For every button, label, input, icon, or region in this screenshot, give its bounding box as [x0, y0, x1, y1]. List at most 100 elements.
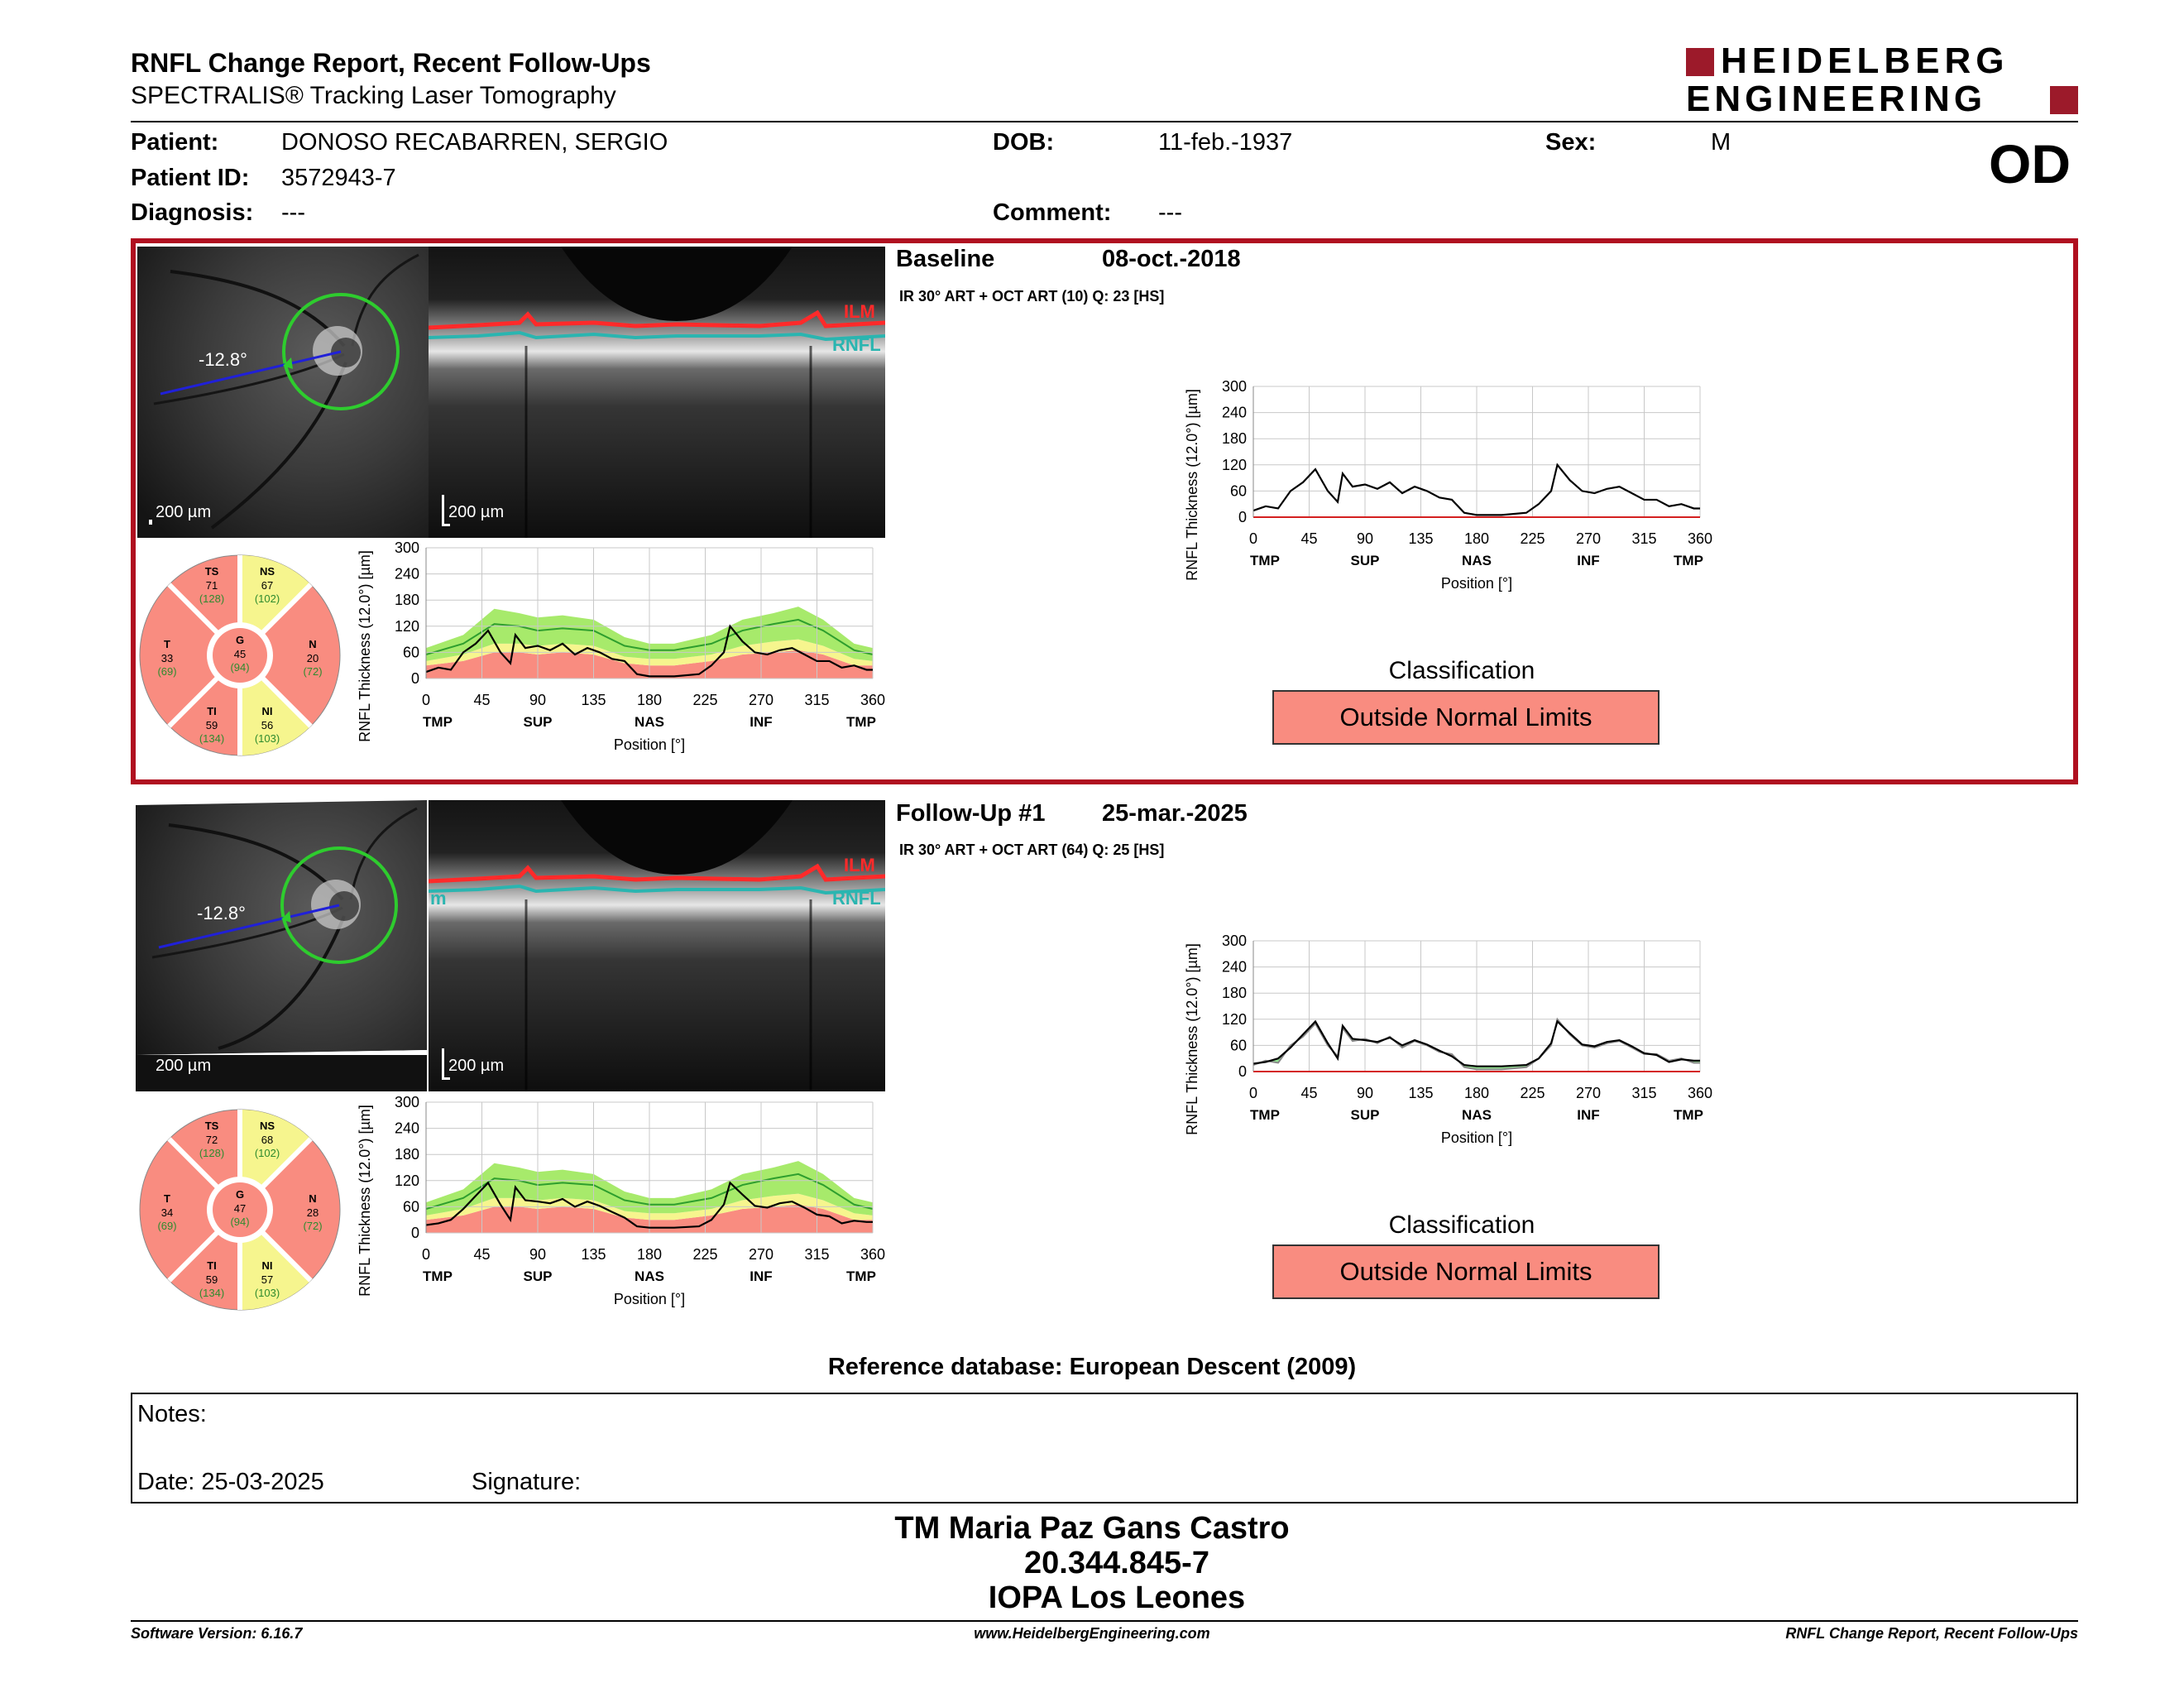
x-tick-label: 135 — [581, 1246, 606, 1263]
baseline-oct-scale: 200 µm — [448, 503, 505, 521]
followup-angle-label: -12.8° — [197, 903, 246, 923]
baseline-panel — [131, 238, 2078, 784]
software-version: Software Version: 6.16.7 — [131, 1625, 303, 1642]
report-subtitle: SPECTRALIS® Tracking Laser Tomography — [131, 82, 616, 109]
sector-t-value: 34 — [161, 1206, 173, 1219]
sector-ti-ref: (134) — [199, 1287, 224, 1299]
logo-line2: ENGINEERING — [1686, 79, 1987, 119]
x-axis-label: Position [°] — [614, 1291, 685, 1307]
followup-classification-badge: Outside Normal Limits — [1272, 1244, 1660, 1299]
x-tick-label: 225 — [692, 692, 717, 708]
followup-fundus-scale: 200 µm — [156, 1057, 212, 1075]
x-region-label: TMP — [1250, 1107, 1280, 1123]
sector-ts-name: TS — [205, 565, 219, 578]
sector-ns-name: NS — [260, 565, 275, 578]
x-region-label: NAS — [635, 1268, 664, 1284]
sector-n-name: N — [309, 638, 316, 650]
dob-label: DOB: — [993, 129, 1055, 156]
x-tick-label: 360 — [1688, 530, 1712, 547]
x-tick-label: 0 — [422, 1246, 430, 1263]
baseline-right-chart: 0 60 120 180 240 300 0 45 90 135 180 225 270 315 360 TM… — [1184, 378, 1712, 592]
x-region-label: INF — [750, 714, 772, 730]
y-tick-label: 180 — [395, 592, 419, 608]
y-tick-label: 60 — [403, 1198, 419, 1215]
notes-box[interactable]: Notes: Date: 25-03-2025 Signature: — [131, 1393, 2078, 1503]
x-region-label: TMP — [423, 714, 453, 730]
measured-thickness-line — [1252, 463, 1700, 516]
x-region-label: TMP — [1674, 553, 1703, 568]
x-region-label: TMP — [1674, 1107, 1703, 1123]
baseline-fundus-scale: 200 µm — [156, 503, 212, 521]
y-tick-label: 300 — [395, 1094, 419, 1110]
x-tick-label: 180 — [637, 692, 662, 708]
sector-n-name: N — [309, 1192, 316, 1205]
baseline-thickness-chart: 0 60 120 180 240 300 0 45 90 135 180 225 270 315 360 TM… — [357, 539, 885, 753]
followup-thickness-chart: 0 60 120 180 240 300 0 45 90 135 180 225 270 315 360 TM… — [357, 1094, 885, 1307]
notes-date: Date: 25-03-2025 — [137, 1469, 324, 1495]
x-region-label: TMP — [846, 714, 876, 730]
x-tick-label: 0 — [1249, 530, 1257, 547]
measured-thickness-line — [425, 624, 873, 678]
y-tick-label: 60 — [1230, 482, 1247, 499]
x-tick-label: 45 — [473, 1246, 490, 1263]
signer-rut: 20.344.845-7 — [1024, 1546, 1209, 1580]
x-region-label: NAS — [1462, 553, 1492, 568]
followup-oct-scale: 200 µm — [448, 1057, 505, 1075]
x-tick-label: 315 — [804, 692, 829, 708]
x-tick-label: 315 — [804, 1246, 829, 1263]
sector-ni-ref: (103) — [255, 732, 280, 745]
x-tick-label: 315 — [1631, 1085, 1656, 1101]
sector-ns-value: 67 — [261, 579, 273, 592]
x-axis-label: Position [°] — [1441, 1129, 1512, 1146]
y-axis-label: RNFL Thickness (12.0°) [µm] — [357, 550, 373, 742]
sector-ni-name: NI — [262, 1259, 273, 1272]
followup-right-chart: 0 60 120 180 240 300 0 45 90 135 180 225 270 315 360 TM… — [1184, 933, 1712, 1146]
y-tick-label: 0 — [411, 1225, 419, 1241]
sector-ts-value: 71 — [206, 579, 218, 592]
sector-n-value: 20 — [307, 652, 318, 664]
baseline-fundus-image: -12.8° 200 µm — [137, 247, 429, 538]
sector-ni-value: 56 — [261, 719, 273, 731]
sector-ns-value: 68 — [261, 1134, 273, 1146]
x-tick-label: 360 — [1688, 1085, 1712, 1101]
followup-sector-diagram: TS 72 (128) NS 68 (102) T 34 (69) G 47 (… — [137, 1107, 342, 1312]
header-divider — [131, 121, 2078, 122]
baseline-oct-scan: ILM RNFL 200 µm — [429, 247, 885, 538]
x-region-label: TMP — [1250, 553, 1280, 568]
report-title: RNFL Change Report, Recent Follow-Ups — [131, 48, 651, 78]
y-tick-label: 240 — [395, 1120, 419, 1137]
sex-label: Sex: — [1545, 129, 1597, 156]
baseline-angle-label: -12.8° — [199, 349, 247, 370]
website-link[interactable]: www.HeidelbergEngineering.com — [974, 1625, 1210, 1642]
sector-ts-value: 72 — [206, 1134, 218, 1146]
baseline-exam-label: Baseline — [896, 246, 995, 272]
followup-oct-scan: ILM RNFL m 200 µm — [429, 800, 885, 1091]
sector-ns-ref: (102) — [255, 1147, 280, 1159]
sector-ti-ref: (134) — [199, 732, 224, 745]
followup-classification-title: Classification — [1388, 1211, 1535, 1239]
patient-name: DONOSO RECABARREN, SERGIO — [281, 129, 668, 156]
footer-report-name: RNFL Change Report, Recent Follow-Ups — [1785, 1625, 2078, 1642]
y-axis-label: RNFL Thickness (12.0°) [µm] — [357, 1105, 373, 1297]
dob-value: 11-feb.-1937 — [1158, 129, 1293, 156]
x-region-label: INF — [750, 1268, 772, 1284]
sector-ts-ref: (128) — [199, 592, 224, 605]
patient-id: 3572943-7 — [281, 165, 396, 191]
sector-t-ref: (69) — [157, 665, 176, 678]
diagnosis-value: --- — [281, 199, 305, 226]
sector-g-name: G — [236, 634, 244, 646]
y-tick-label: 60 — [1230, 1037, 1247, 1053]
x-region-label: SUP — [524, 714, 553, 730]
y-tick-label: 120 — [1222, 457, 1247, 473]
x-region-label: SUP — [1351, 1107, 1380, 1123]
sector-ti-value: 59 — [206, 719, 218, 731]
sector-ni-value: 57 — [261, 1273, 273, 1286]
measured-thickness-line — [1252, 1019, 1700, 1067]
x-region-label: SUP — [524, 1268, 553, 1284]
followup-rnfl-fragment: m — [430, 888, 447, 909]
y-tick-label: 0 — [1238, 1063, 1247, 1080]
followup-fundus-image: -12.8° 200 µm — [136, 800, 427, 1091]
x-tick-label: 0 — [1249, 1085, 1257, 1101]
sector-ti-value: 59 — [206, 1273, 218, 1286]
x-region-label: TMP — [846, 1268, 876, 1284]
